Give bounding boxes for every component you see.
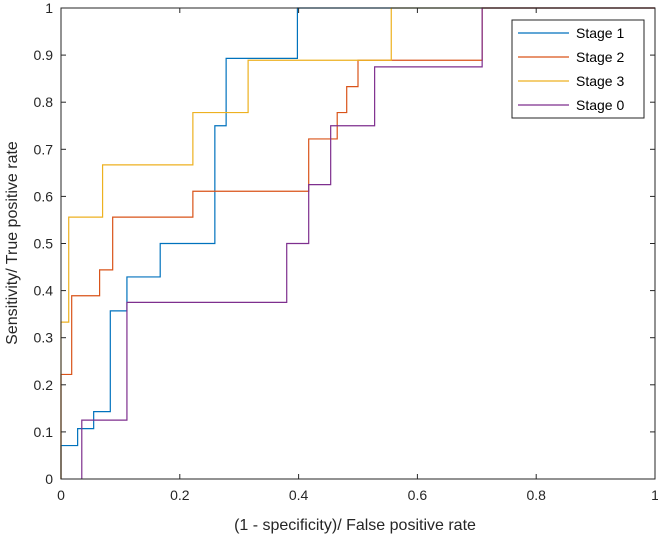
y-tick-label: 0 xyxy=(45,471,53,487)
x-axis-title: (1 - specificity)/ False positive rate xyxy=(234,517,476,534)
axes: 0 0.2 0.4 0.6 0.8 1 0 0.1 0.2 0.3 0.4 0.5 0.6 0.7 0.8 0… xyxy=(34,0,658,503)
legend-box xyxy=(511,19,645,119)
legend-label: Stage 1 xyxy=(576,25,624,41)
y-tick-label: 0.7 xyxy=(34,141,54,157)
legend: Stage 1 Stage 2 Stage 3 Stage 0 xyxy=(511,19,645,119)
y-tick-label: 0.5 xyxy=(34,236,54,252)
y-tick-label: 0.2 xyxy=(34,377,54,393)
y-tick-label: 0.3 xyxy=(34,330,54,346)
series-line-stage-0 xyxy=(81,7,655,479)
x-tick-label: 0 xyxy=(57,487,65,503)
y-tick-label: 1 xyxy=(45,0,53,16)
plot-area xyxy=(60,7,655,479)
x-tick-label: 1 xyxy=(651,487,658,503)
x-tick-label: 0.8 xyxy=(526,487,546,503)
x-tick-label: 0.4 xyxy=(289,487,309,503)
legend-label: Stage 2 xyxy=(576,49,624,65)
y-tick-label: 0.9 xyxy=(34,47,54,63)
y-tick-label: 0.6 xyxy=(34,188,54,204)
x-tick-label: 0.6 xyxy=(408,487,428,503)
x-tick-label: 0.2 xyxy=(170,487,190,503)
y-axis-title: Sensitivity/ True positive rate xyxy=(4,141,21,345)
y-tick-label: 0.1 xyxy=(34,424,54,440)
series-line-stage-1 xyxy=(60,7,655,479)
y-tick-label: 0.8 xyxy=(34,94,54,110)
legend-label: Stage 3 xyxy=(576,73,624,89)
legend-label: Stage 0 xyxy=(576,97,624,113)
series-line-stage-3 xyxy=(60,7,655,479)
y-tick-label: 0.4 xyxy=(34,283,54,299)
